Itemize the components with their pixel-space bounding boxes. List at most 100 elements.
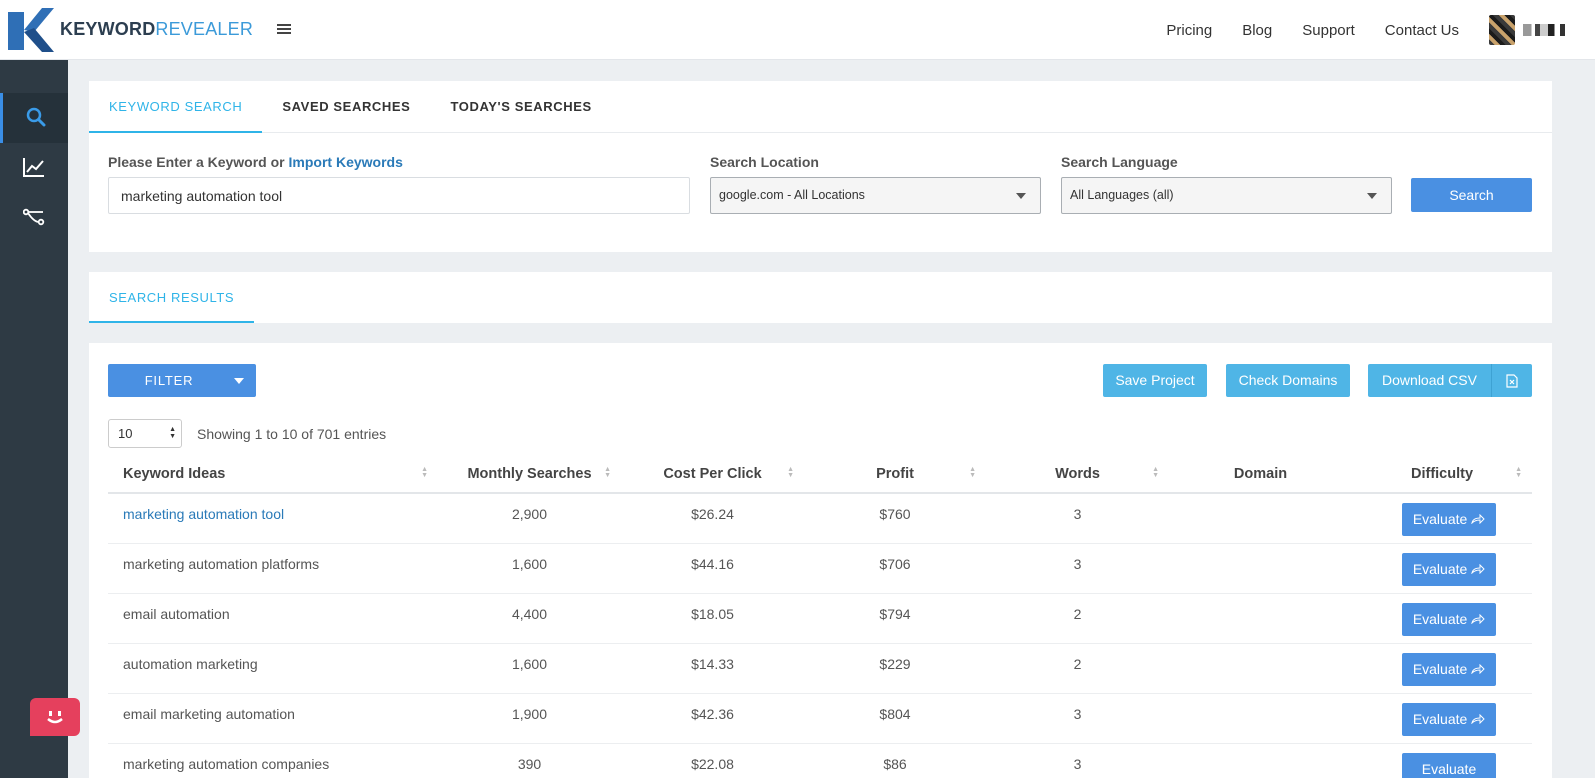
search-icon xyxy=(26,107,46,130)
keyword-cell[interactable]: email marketing automation xyxy=(108,693,438,744)
domain-cell xyxy=(1169,643,1352,694)
evaluate-button[interactable]: Evaluate xyxy=(1402,503,1496,536)
results-card: FILTER Save Project Check Domains Downlo… xyxy=(89,343,1552,778)
top-navbar: KEYWORDREVEALER Pricing Blog Support Con… xyxy=(0,0,1595,60)
nav-links: Pricing Blog Support Contact Us xyxy=(1136,0,1595,60)
profit-cell: $760 xyxy=(804,493,986,544)
tab-search-results[interactable]: SEARCH RESULTS xyxy=(89,272,255,323)
location-label: Search Location xyxy=(710,154,819,170)
column-cost-per-click[interactable]: Cost Per Click ▲ ▼ xyxy=(621,455,804,494)
sort-icon: ▲ ▼ xyxy=(1515,466,1522,479)
table-row: automation marketing 1,600 $14.33 $229 2… xyxy=(108,643,1532,694)
keyword-input[interactable] xyxy=(108,177,690,214)
difficulty-cell: Evaluate xyxy=(1352,743,1532,778)
chat-widget-button[interactable] xyxy=(30,698,80,736)
cpc-cell: $14.33 xyxy=(621,643,804,694)
sort-icon: ▲ ▼ xyxy=(1152,466,1159,479)
save-project-button[interactable]: Save Project xyxy=(1103,364,1207,397)
share-arrow-icon xyxy=(1471,711,1485,727)
domain-cell xyxy=(1169,543,1352,594)
nav-contact-us[interactable]: Contact Us xyxy=(1384,21,1459,39)
sidebar xyxy=(0,60,68,778)
keyword-label-text: Please Enter a Keyword or xyxy=(108,154,285,170)
nav-blog[interactable]: Blog xyxy=(1242,21,1273,39)
column-profit[interactable]: Profit ▲ ▼ xyxy=(804,455,986,494)
share-arrow-icon xyxy=(1471,611,1485,627)
keyword-label: Please Enter a Keyword or Import Keyword… xyxy=(108,154,403,170)
domain-cell xyxy=(1169,593,1352,644)
keyword-search-card: KEYWORD SEARCH SAVED SEARCHES TODAY'S SE… xyxy=(89,81,1552,252)
difficulty-cell: Evaluate xyxy=(1352,593,1532,644)
search-form: Please Enter a Keyword or Import Keyword… xyxy=(89,133,1552,251)
profit-cell: $86 xyxy=(804,743,986,778)
chevron-down-icon xyxy=(1367,193,1377,199)
evaluate-button[interactable]: Evaluate xyxy=(1402,702,1496,736)
avatar[interactable] xyxy=(1489,15,1515,45)
sort-icon: ▲ ▼ xyxy=(969,466,976,479)
logo[interactable]: KEYWORDREVEALER xyxy=(8,7,254,52)
keyword-cell[interactable]: marketing automation platforms xyxy=(108,543,438,594)
keyword-cell[interactable]: automation marketing xyxy=(108,643,438,694)
sort-icon: ▲ ▼ xyxy=(421,466,428,479)
language-select[interactable]: All Languages (all) xyxy=(1061,177,1392,214)
check-domains-button[interactable]: Check Domains xyxy=(1226,364,1350,397)
page-length-select[interactable]: 10 ▲ ▼ xyxy=(108,419,182,448)
evaluate-label: Evaluate xyxy=(1412,660,1468,677)
location-select[interactable]: google.com - All Locations xyxy=(710,177,1041,214)
domain-cell xyxy=(1169,493,1352,544)
sidebar-item-tools[interactable] xyxy=(0,193,68,243)
keyword-cell[interactable]: email automation xyxy=(108,593,438,644)
share-arrow-icon xyxy=(1471,511,1485,527)
results-toolbar: FILTER Save Project Check Domains Downlo… xyxy=(89,343,1552,415)
network-icon xyxy=(22,208,45,229)
column-difficulty[interactable]: Difficulty ▲ ▼ xyxy=(1352,455,1532,494)
evaluate-label: Evaluate xyxy=(1412,560,1468,577)
language-label: Search Language xyxy=(1061,154,1178,170)
words-cell: 3 xyxy=(986,493,1169,544)
table-header-row: Keyword Ideas ▲ ▼ Monthly Searches ▲ ▼ Cost … xyxy=(108,455,1532,494)
evaluate-button[interactable]: Evaluate xyxy=(1402,602,1496,636)
logo-text-bold: KEYWORD xyxy=(60,19,156,39)
profit-cell: $804 xyxy=(804,693,986,744)
tab-keyword-search[interactable]: KEYWORD SEARCH xyxy=(89,81,263,133)
searches-cell: 1,600 xyxy=(438,643,621,694)
evaluate-label: Evaluate xyxy=(1412,710,1468,727)
filter-label: FILTER xyxy=(144,373,194,388)
evaluate-label: Evaluate xyxy=(1412,511,1468,527)
page-length-value: 10 xyxy=(118,426,133,441)
sidebar-item-rank-tracking[interactable] xyxy=(0,143,68,193)
searches-cell: 390 xyxy=(438,743,621,778)
keyword-cell[interactable]: marketing automation tool xyxy=(108,493,438,544)
sidebar-item-search[interactable] xyxy=(0,93,68,143)
filter-button[interactable]: FILTER xyxy=(108,364,256,397)
search-button[interactable]: Search xyxy=(1411,178,1532,212)
chevron-down-icon xyxy=(234,377,244,384)
difficulty-cell: Evaluate xyxy=(1352,543,1532,594)
tab-saved-searches[interactable]: SAVED SEARCHES xyxy=(282,99,411,114)
evaluate-button[interactable]: Evaluate xyxy=(1402,552,1496,586)
sort-icon: ▲ ▼ xyxy=(787,466,794,479)
menu-icon[interactable] xyxy=(277,22,292,38)
profit-cell: $706 xyxy=(804,543,986,594)
logo-text-light: REVEALER xyxy=(155,19,254,39)
download-csv-button[interactable]: Download CSV xyxy=(1368,364,1532,397)
evaluate-button[interactable]: Evaluate xyxy=(1402,752,1496,778)
keyword-cell[interactable]: marketing automation companies xyxy=(108,743,438,778)
searches-cell: 1,900 xyxy=(438,693,621,744)
file-export-icon xyxy=(1491,364,1532,397)
column-label: Keyword Ideas xyxy=(123,465,226,482)
table-row: marketing automation platforms 1,600 $44… xyxy=(108,543,1532,594)
tab-todays-searches[interactable]: TODAY'S SEARCHES xyxy=(450,99,592,114)
column-keyword-ideas[interactable]: Keyword Ideas ▲ ▼ xyxy=(108,455,438,494)
column-label: Difficulty xyxy=(1410,465,1474,482)
user-name-redacted[interactable] xyxy=(1523,24,1565,36)
sort-icon: ▲ ▼ xyxy=(604,466,611,479)
nav-support[interactable]: Support xyxy=(1302,21,1355,39)
column-words[interactable]: Words ▲ ▼ xyxy=(986,455,1169,494)
difficulty-cell: Evaluate xyxy=(1352,493,1532,544)
evaluate-button[interactable]: Evaluate xyxy=(1402,652,1496,686)
import-keywords-link[interactable]: Import Keywords xyxy=(288,154,403,170)
nav-pricing[interactable]: Pricing xyxy=(1166,21,1213,39)
column-monthly-searches[interactable]: Monthly Searches ▲ ▼ xyxy=(438,455,621,494)
words-cell: 3 xyxy=(986,543,1169,594)
